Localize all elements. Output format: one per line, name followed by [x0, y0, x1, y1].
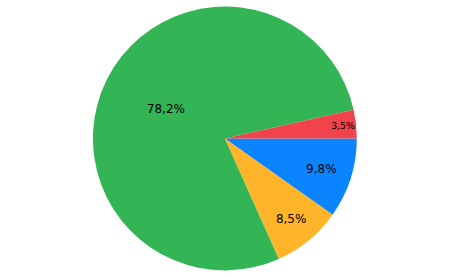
svg-text:3,5%: 3,5% — [331, 120, 355, 131]
svg-text:9,8%: 9,8% — [306, 162, 337, 176]
svg-text:78,2%: 78,2% — [147, 102, 185, 116]
svg-text:8,5%: 8,5% — [276, 212, 307, 226]
